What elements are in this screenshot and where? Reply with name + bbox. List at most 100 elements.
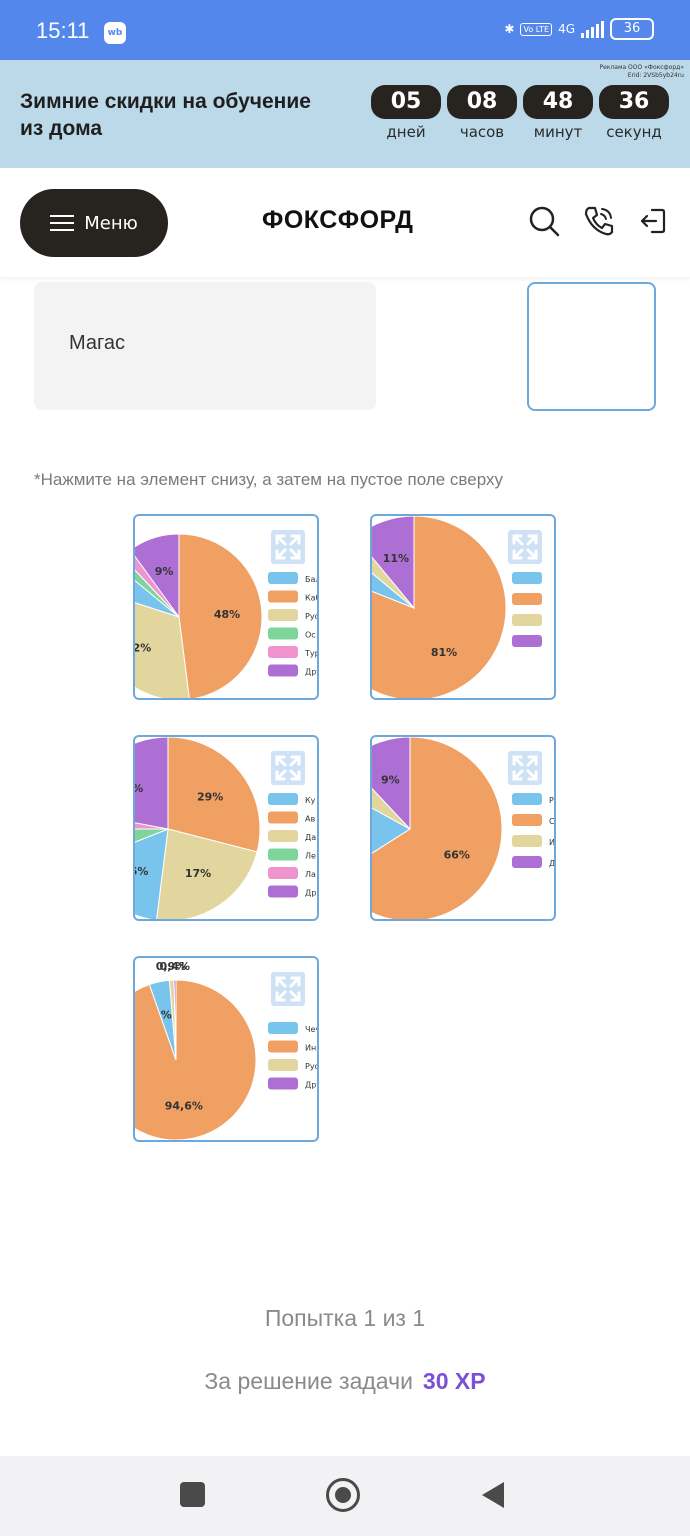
search-icon[interactable] xyxy=(527,204,561,238)
pie-slice xyxy=(135,979,257,1140)
legend-swatch xyxy=(512,593,542,605)
legend-swatch xyxy=(512,814,542,826)
legend-swatch xyxy=(268,1059,298,1071)
pie-slice-label: 9% xyxy=(381,773,400,786)
pie-slice-label: 0,9% xyxy=(156,960,187,973)
timer-value: 48 xyxy=(523,85,593,119)
pie-slice-label: 0,4% xyxy=(160,960,191,973)
timer-label: часов xyxy=(459,123,505,141)
legend-swatch xyxy=(268,664,298,677)
chart-card[interactable]: 66% 9% Р С И Д xyxy=(370,735,556,921)
legend-label: Д xyxy=(549,859,554,868)
chart-card[interactable]: 29% 17% 15% 9% Ку Ав Да Ле Ла Др xyxy=(133,735,319,921)
promo-title: Зимние скидки на обучение из дома xyxy=(20,90,311,140)
system-nav-bar xyxy=(0,1456,690,1536)
pie-slice xyxy=(173,979,177,1061)
legend-swatch xyxy=(512,614,542,626)
chart-card[interactable]: 48%2%%9%БалКабРусОсТурДру xyxy=(133,514,319,700)
status-time: 15:11 xyxy=(36,18,90,43)
pie-slice xyxy=(135,602,190,698)
expand-icon[interactable] xyxy=(508,751,542,785)
legend-swatch xyxy=(268,1022,298,1034)
pie-slice-label: 81% xyxy=(431,646,457,659)
pie-chart: 29% 17% 15% 9% Ку Ав Да Ле Ла Др xyxy=(135,737,316,919)
timer-seconds: 36 секунд xyxy=(599,85,669,141)
timer-value: 05 xyxy=(371,85,441,119)
expand-icon[interactable] xyxy=(508,530,542,564)
pie-chart: 48%2%%9%БалКабРусОсТурДру xyxy=(135,533,317,698)
timer-value: 36 xyxy=(599,85,669,119)
pie-slice xyxy=(135,737,169,830)
chart-card[interactable]: 94,6%% 0,9%0,4% Чечен Ингуш Русск Други xyxy=(133,956,319,1142)
legend-label: Ла xyxy=(305,870,316,879)
legend-label: Тур xyxy=(304,649,317,658)
legend-swatch xyxy=(268,590,298,603)
legend-swatch xyxy=(268,848,298,861)
pie-slice xyxy=(167,737,261,853)
legend-label: Да xyxy=(305,833,316,842)
pie-slice-label: 17% xyxy=(185,867,211,880)
menu-icon xyxy=(50,215,75,231)
menu-button[interactable]: Меню xyxy=(20,189,168,257)
reward-label: За решение задачи xyxy=(204,1368,413,1394)
legend-label: Р xyxy=(549,796,554,805)
legend-label: Бал xyxy=(305,575,317,584)
legend-label: Чечен xyxy=(305,1025,317,1034)
legend-label: Ав xyxy=(305,815,315,824)
foxford-logo[interactable]: ФОКСФОРД xyxy=(262,206,414,234)
legend-swatch xyxy=(268,885,298,898)
timer-label: дней xyxy=(386,123,426,141)
legend-label: Рус xyxy=(305,612,317,621)
empty-drop-slot[interactable] xyxy=(527,282,656,411)
legend-swatch xyxy=(512,572,542,584)
pie-slice xyxy=(372,737,503,919)
pie-slice-label: 66% xyxy=(444,849,470,862)
wb-app-icon: wb xyxy=(104,22,126,44)
signal-icon xyxy=(581,20,604,38)
volte-icon: Vo LTE xyxy=(520,22,553,36)
pie-chart: 81% 11% xyxy=(372,516,542,698)
phone-icon[interactable] xyxy=(582,204,616,238)
legend-swatch xyxy=(268,572,298,584)
pie-slice xyxy=(372,516,507,698)
expand-icon[interactable] xyxy=(271,972,305,1006)
attempt-counter: Попытка 1 из 1 xyxy=(264,1305,426,1331)
promo-banner[interactable]: Зимние скидки на обучение из дома Реклам… xyxy=(0,60,690,168)
ad-note: Реклама ООО «Фоксфорд» Erid: 2VSb5yb24ru xyxy=(599,64,685,79)
reward-info: За решение задачи 30 XP xyxy=(0,1368,690,1395)
pie-chart: 94,6%% 0,9%0,4% Чечен Ингуш Русск Други xyxy=(135,960,317,1140)
network-type: 4G xyxy=(558,22,575,36)
home-button[interactable] xyxy=(326,1478,360,1512)
expand-icon[interactable] xyxy=(271,751,305,785)
legend-swatch xyxy=(268,867,298,879)
reward-value: 30 XP xyxy=(422,1368,486,1394)
pie-slice-label: 9% xyxy=(155,565,174,578)
pie-slice-label: 9% xyxy=(135,782,143,795)
legend-label: Други xyxy=(305,1081,317,1090)
chart-card[interactable]: 81% 11% xyxy=(370,514,556,700)
status-bar: 15:11 wb ✱ Vo LTE 4G 36 xyxy=(0,0,690,60)
pie-slice-label: 15% xyxy=(135,865,148,878)
legend-label: С xyxy=(549,817,554,826)
legend-label: Ос xyxy=(305,631,316,640)
login-icon[interactable] xyxy=(636,204,670,238)
menu-label: Меню xyxy=(84,212,138,234)
timer-value: 08 xyxy=(447,85,517,119)
pie-slice xyxy=(156,828,258,919)
pie-slice xyxy=(135,533,180,619)
legend-label: Ле xyxy=(305,852,316,861)
pie-slice-label: 48% xyxy=(214,608,240,621)
status-indicators: ✱ Vo LTE 4G 36 xyxy=(504,18,654,40)
timer-label: минут xyxy=(533,123,583,141)
back-button[interactable] xyxy=(482,1482,504,1508)
pie-slice-label: 29% xyxy=(197,790,223,803)
expand-icon[interactable] xyxy=(271,530,305,564)
pie-chart: 66% 9% Р С И Д xyxy=(372,737,554,919)
legend-swatch xyxy=(512,635,542,647)
battery-icon: 36 xyxy=(610,18,654,40)
answer-option[interactable]: Магас xyxy=(34,282,376,410)
legend-swatch xyxy=(268,609,298,621)
recents-button[interactable] xyxy=(180,1482,205,1507)
pie-slice-label: % xyxy=(161,1009,172,1022)
timer-label: секунд xyxy=(606,123,662,141)
